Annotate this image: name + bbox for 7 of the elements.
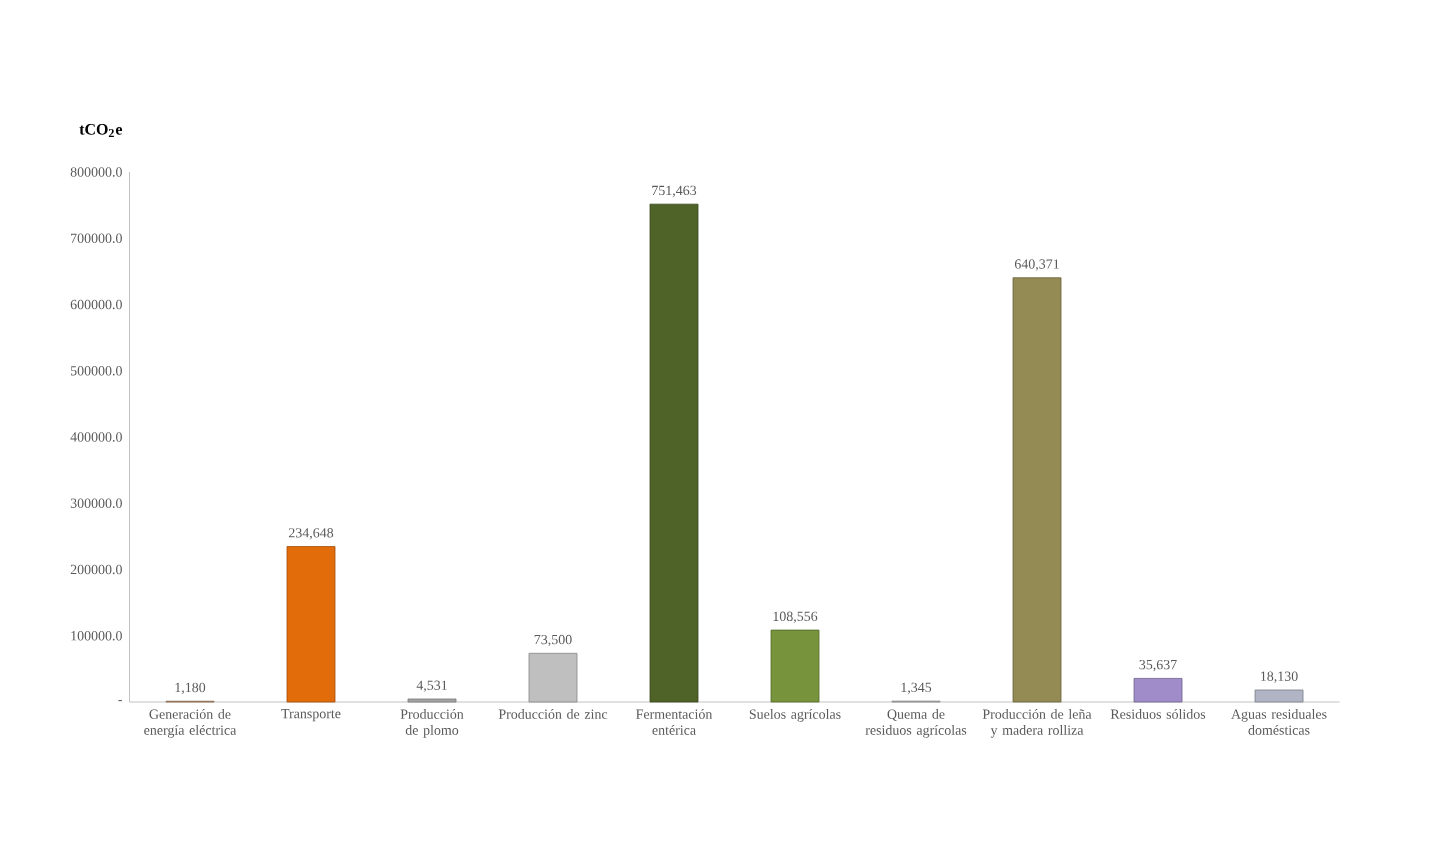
bar <box>1254 689 1304 703</box>
bar <box>1012 277 1062 703</box>
bar <box>286 546 336 703</box>
bar <box>1133 677 1183 703</box>
bar <box>528 652 578 703</box>
bar <box>649 203 699 703</box>
bar <box>770 629 820 703</box>
